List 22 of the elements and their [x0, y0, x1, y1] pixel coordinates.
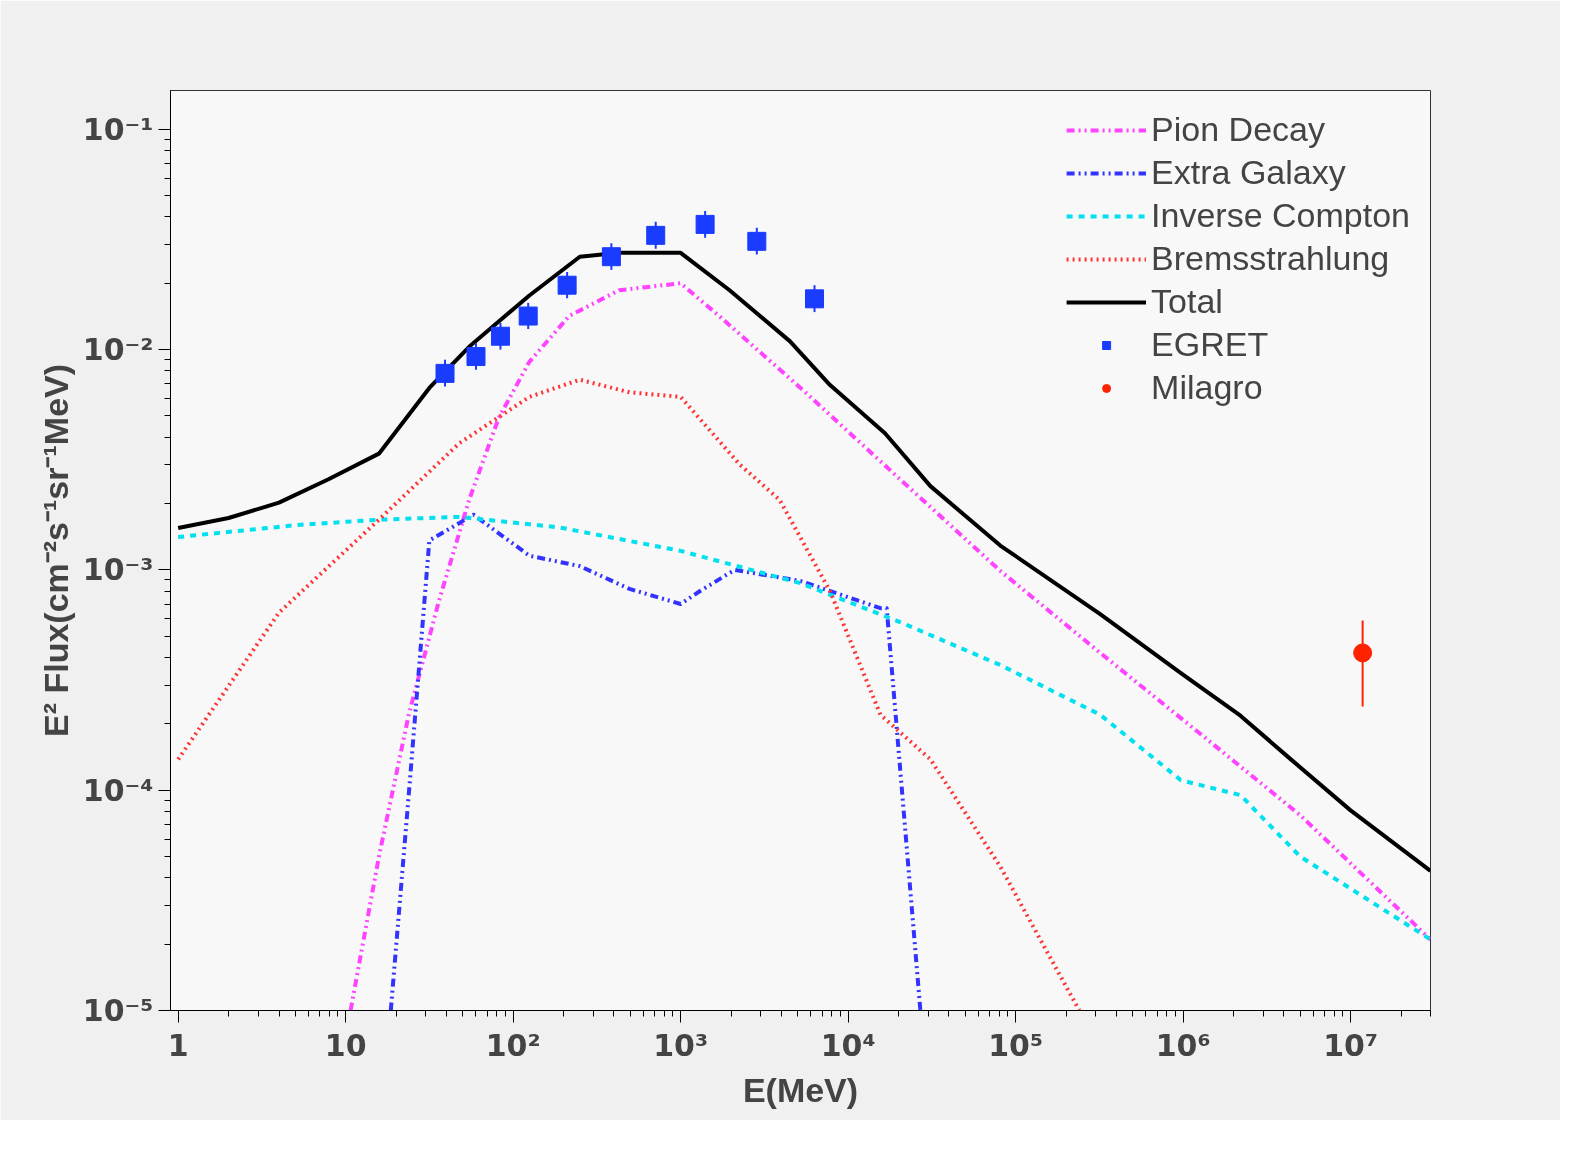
- y-tick-label: 10⁻⁴: [82, 772, 154, 808]
- legend-label: Total: [1151, 282, 1223, 321]
- x-tick-label: 10³: [653, 1027, 709, 1063]
- x-tick-label: 10⁷: [1323, 1027, 1379, 1063]
- x-tick-label: 1: [167, 1027, 189, 1063]
- x-tick-label: 10²: [485, 1027, 541, 1063]
- x-tick-label: 10: [324, 1027, 367, 1063]
- legend-label: Milagro: [1151, 368, 1263, 407]
- legend-label: Bremsstrahlung: [1151, 239, 1390, 278]
- x-axis-title: E(MeV): [742, 1070, 859, 1109]
- legend-label: Pion Decay: [1151, 110, 1325, 149]
- y-axis-title: E² Flux(cm⁻²s⁻¹sr⁻¹MeV): [36, 363, 75, 738]
- x-tick-label: 10⁶: [1155, 1027, 1211, 1063]
- y-tick-label: 10⁻⁵: [82, 993, 154, 1028]
- y-tick-label: 10⁻²: [82, 332, 154, 368]
- legend-label: EGRET: [1151, 325, 1269, 364]
- y-tick-label: 10⁻³: [82, 552, 154, 588]
- legend-label: Inverse Compton: [1151, 196, 1410, 235]
- y-tick-label: 10⁻¹: [82, 111, 154, 147]
- x-tick-label: 10⁵: [988, 1027, 1044, 1063]
- x-tick-label: 10⁴: [820, 1027, 876, 1063]
- legend-label: Extra Galaxy: [1151, 153, 1346, 192]
